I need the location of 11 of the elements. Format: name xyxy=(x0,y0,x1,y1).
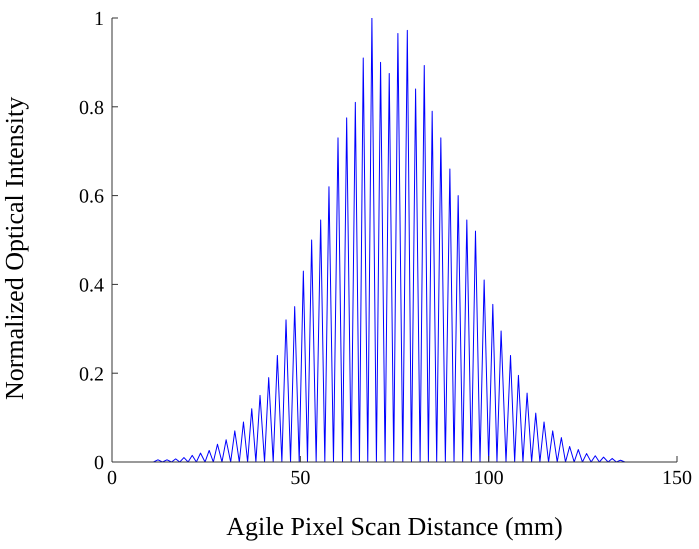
x-axis-title: Agile Pixel Scan Distance (mm) xyxy=(226,512,563,541)
x-tick-label: 50 xyxy=(290,467,310,490)
y-tick-label: 0.2 xyxy=(79,363,104,386)
y-axis-title: Normalized Optical Intensity xyxy=(0,96,30,400)
y-tick-label: 0 xyxy=(94,452,104,474)
y-tick-label: 0.6 xyxy=(79,186,104,208)
y-tick-label: 1 xyxy=(94,8,104,30)
y-tick-label: 0.8 xyxy=(79,96,104,119)
x-tick-label: 100 xyxy=(474,467,504,490)
y-tick-label: 0.4 xyxy=(79,274,104,296)
x-tick-label: 150 xyxy=(662,467,692,490)
